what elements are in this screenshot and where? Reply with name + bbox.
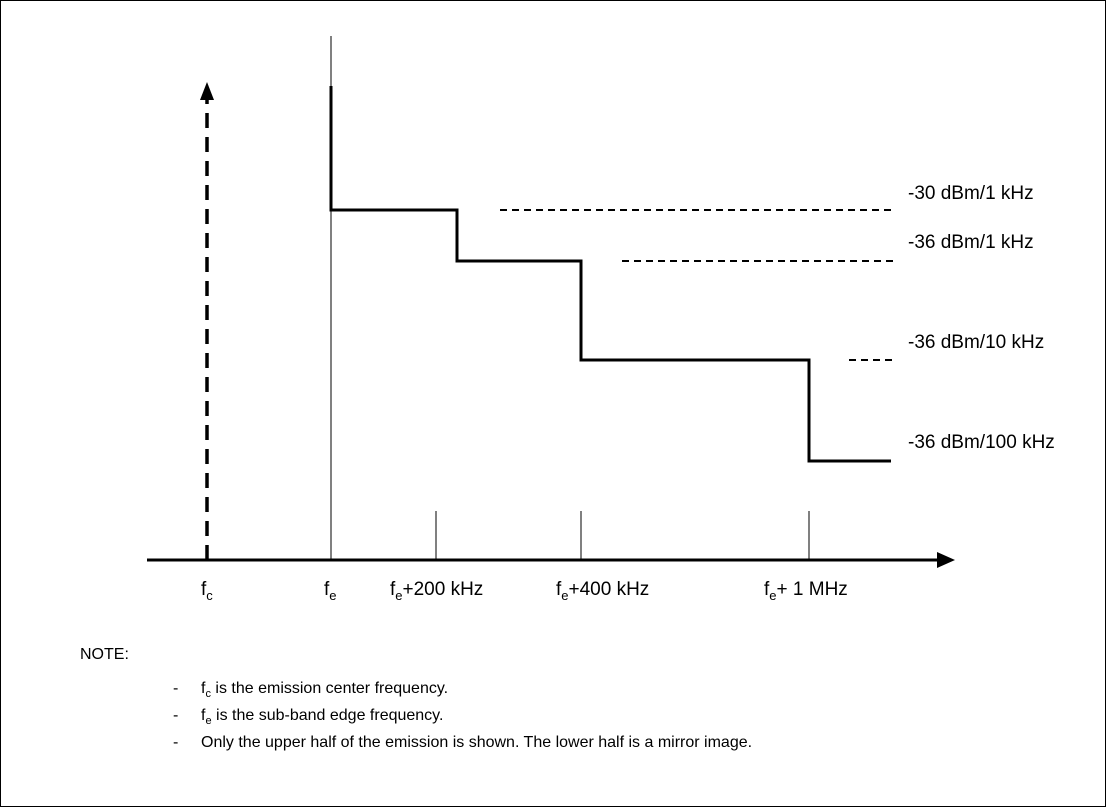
fc-axis-arrowhead	[200, 82, 214, 100]
limit-label: -30 dBm/1 kHz	[908, 183, 1034, 204]
list-dash: -	[173, 680, 179, 697]
tick-label-1mhz: fe+ 1 MHz	[764, 579, 848, 603]
note-item: - Only the upper half of the emission is …	[173, 729, 752, 756]
limit-label: -36 dBm/1 kHz	[908, 232, 1034, 253]
tick-label-200khz: fe+200 kHz	[390, 579, 483, 603]
frequency-axis-arrowhead	[937, 552, 955, 568]
emission-mask-line	[329, 86, 891, 463]
list-dash: -	[173, 734, 179, 751]
list-dash: -	[173, 707, 179, 724]
limit-label: -36 dBm/100 kHz	[908, 432, 1055, 453]
tick-label-400khz: fe+400 kHz	[556, 579, 649, 603]
note-title: NOTE:	[80, 646, 129, 663]
note-list: - fc is the emission center frequency. -f…	[173, 675, 752, 756]
limit-label: -36 dBm/10 kHz	[908, 332, 1044, 353]
note-item: - fe is the sub-band edge frequency.	[173, 702, 752, 729]
note-item: - fc is the emission center frequency.	[173, 675, 752, 702]
fc-label: fc	[201, 579, 213, 603]
fe-label: fe	[324, 579, 337, 603]
